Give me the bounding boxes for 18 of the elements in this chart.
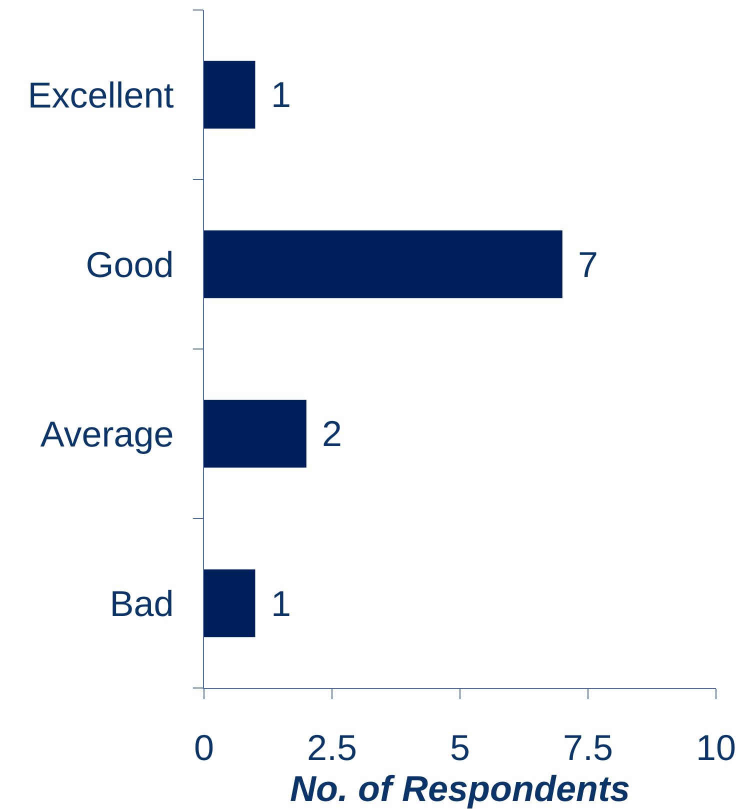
bar <box>204 569 256 638</box>
bar <box>204 400 306 468</box>
x-tick-label: 7.5 <box>562 727 614 768</box>
x-tick-label: 10 <box>696 727 736 768</box>
data-label: 1 <box>271 74 292 115</box>
bar <box>204 60 256 129</box>
x-tick-label: 2.5 <box>306 727 358 768</box>
x-tick-label: 0 <box>194 727 214 768</box>
bar <box>204 230 562 298</box>
data-label: 2 <box>322 413 342 454</box>
data-label: 1 <box>271 583 292 624</box>
x-axis-title: No. of Respondents <box>290 768 630 809</box>
y-tick-label: Excellent <box>28 74 174 116</box>
x-tick-label: 5 <box>450 727 470 768</box>
y-tick-label: Good <box>86 244 174 285</box>
data-label: 7 <box>578 244 598 285</box>
y-tick-label: Bad <box>110 582 174 624</box>
y-tick-label: Average <box>40 413 174 454</box>
